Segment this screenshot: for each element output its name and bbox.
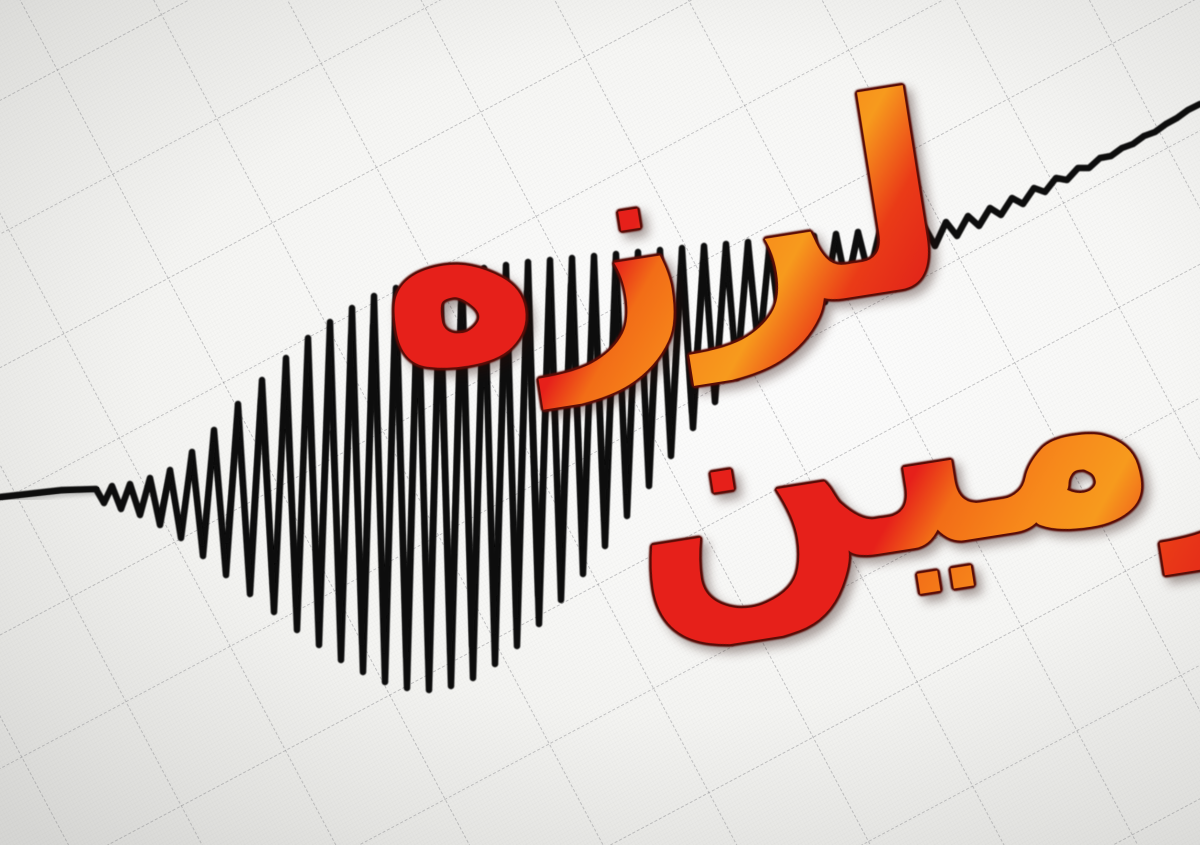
earthquake-news-graphic: لرزه زمین	[0, 0, 1200, 845]
seismogram-trace	[0, 0, 1200, 845]
